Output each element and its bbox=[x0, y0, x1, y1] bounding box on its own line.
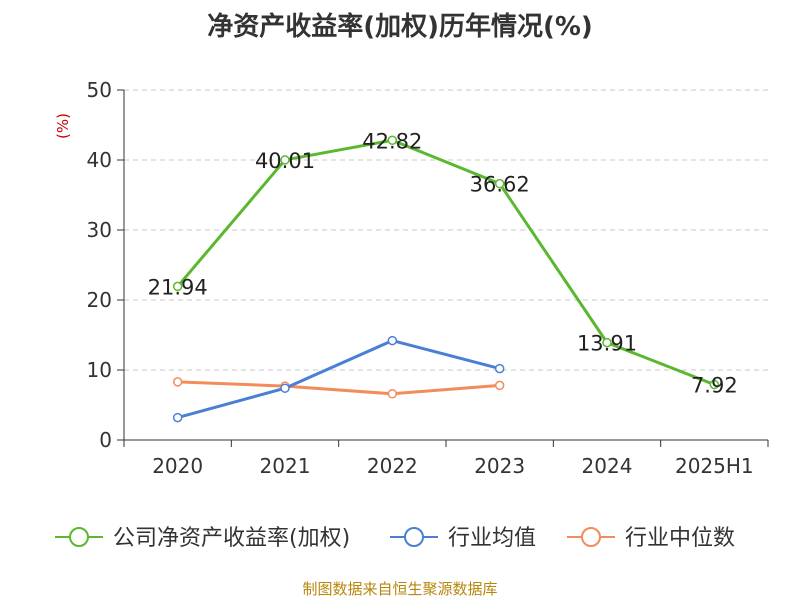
series-line bbox=[177, 339, 501, 420]
legend-marker bbox=[581, 527, 601, 547]
data-point bbox=[280, 155, 290, 165]
x-tick-label: 2021 bbox=[260, 454, 311, 478]
data-point bbox=[387, 389, 398, 399]
data-point bbox=[494, 363, 505, 374]
legend-marker bbox=[69, 527, 89, 547]
y-tick-label: 0 bbox=[99, 428, 112, 452]
x-tick-label: 2020 bbox=[152, 454, 203, 478]
data-point bbox=[172, 412, 183, 423]
data-point bbox=[172, 377, 183, 387]
legend-marker bbox=[404, 527, 424, 547]
source-note: 制图数据来自恒生聚源数据库 bbox=[302, 580, 498, 598]
x-tick-label: 2025H1 bbox=[675, 454, 754, 478]
data-point bbox=[494, 380, 505, 391]
y-tick-label: 30 bbox=[87, 218, 112, 242]
data-point bbox=[387, 135, 398, 146]
y-axis-label: (%) bbox=[54, 113, 72, 139]
series-line bbox=[176, 138, 715, 386]
data-label: 13.91 bbox=[577, 332, 637, 356]
x-tick-label: 2024 bbox=[582, 454, 633, 478]
legend-label: 行业均值 bbox=[448, 526, 536, 551]
data-label: 21.94 bbox=[148, 275, 208, 299]
series-line bbox=[177, 380, 500, 396]
x-tick-label: 2022 bbox=[367, 454, 418, 478]
y-tick-label: 10 bbox=[87, 358, 112, 382]
data-point bbox=[494, 178, 505, 189]
x-tick-label: 2023 bbox=[474, 454, 525, 478]
y-tick-label: 50 bbox=[87, 78, 112, 102]
y-tick-label: 20 bbox=[87, 288, 112, 312]
legend-label: 公司净资产收益率(加权) bbox=[113, 526, 350, 551]
data-label: 36.62 bbox=[470, 173, 530, 197]
data-point bbox=[387, 335, 398, 346]
data-label: 40.01 bbox=[255, 149, 315, 173]
chart-title: 净资产收益率(加权)历年情况(%) bbox=[207, 12, 593, 42]
data-point bbox=[280, 383, 290, 393]
data-label: 42.82 bbox=[362, 129, 422, 153]
legend-label: 行业中位数 bbox=[625, 526, 735, 551]
data-point bbox=[172, 281, 183, 292]
data-label: 7.92 bbox=[691, 374, 738, 398]
data-point bbox=[709, 379, 720, 390]
y-tick-label: 40 bbox=[87, 148, 112, 172]
data-point bbox=[602, 337, 612, 348]
